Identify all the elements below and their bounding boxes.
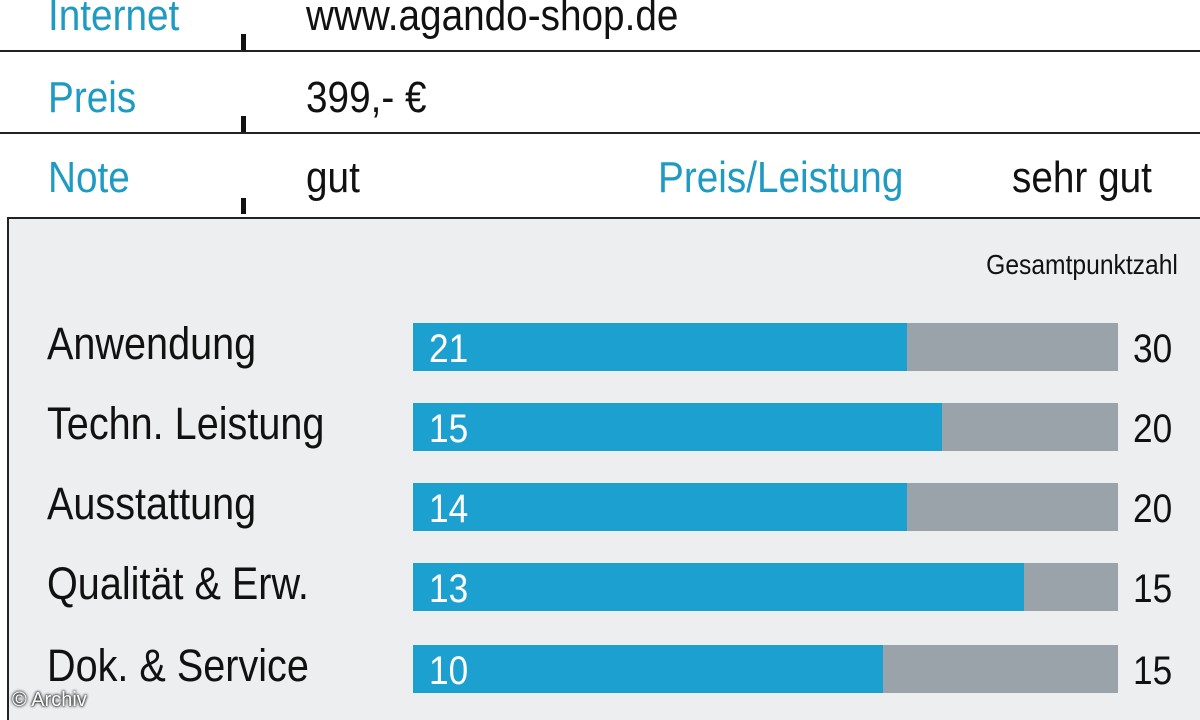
bar-track: 14 [413, 483, 1118, 531]
bar-track: 21 [413, 323, 1118, 371]
category-label: Dok. & Service [47, 640, 309, 691]
row-divider [0, 132, 1200, 134]
max-score-label: 20 [1133, 487, 1173, 531]
bar-value-label: 13 [429, 567, 469, 611]
category-label: Techn. Leistung [47, 398, 325, 449]
bar: 10 [413, 645, 883, 693]
bar-value-label: 10 [429, 649, 469, 693]
divider-tick [241, 116, 246, 132]
divider-tick [241, 34, 246, 50]
bar-track: 10 [413, 645, 1118, 693]
bar-track: 15 [413, 403, 1118, 451]
category-label: Ausstattung [47, 478, 257, 529]
max-score-label: 20 [1133, 407, 1173, 451]
bar-value-label: 21 [429, 327, 469, 371]
value-value: sehr gut [1012, 153, 1152, 202]
bar: 13 [413, 563, 1024, 611]
max-score-label: 15 [1133, 649, 1173, 693]
row-divider [0, 50, 1200, 52]
category-label: Anwendung [47, 318, 257, 369]
bar: 15 [413, 403, 942, 451]
bar: 21 [413, 323, 907, 371]
bar-track: 13 [413, 563, 1118, 611]
bar: 14 [413, 483, 907, 531]
internet-label: Internet [48, 0, 180, 40]
divider-tick [241, 198, 246, 214]
total-score-header: Gesamtpunktzahl [986, 249, 1178, 280]
price-value: 399,- € [306, 73, 427, 122]
value-label: Preis/Leistung [658, 153, 904, 202]
price-label: Preis [48, 73, 137, 122]
grade-label: Note [48, 153, 130, 202]
bar-value-label: 15 [429, 407, 469, 451]
bar-value-label: 14 [429, 487, 469, 531]
category-label: Qualität & Erw. [47, 558, 309, 609]
grade-value: gut [306, 153, 360, 202]
internet-value[interactable]: www.agando-shop.de [306, 0, 679, 40]
max-score-label: 30 [1133, 327, 1173, 371]
image-credit: © Archiv [12, 689, 87, 711]
rating-panel: Gesamtpunktzahl Anwendung 21 30 Techn. Leis… [7, 217, 1200, 720]
max-score-label: 15 [1133, 567, 1173, 611]
